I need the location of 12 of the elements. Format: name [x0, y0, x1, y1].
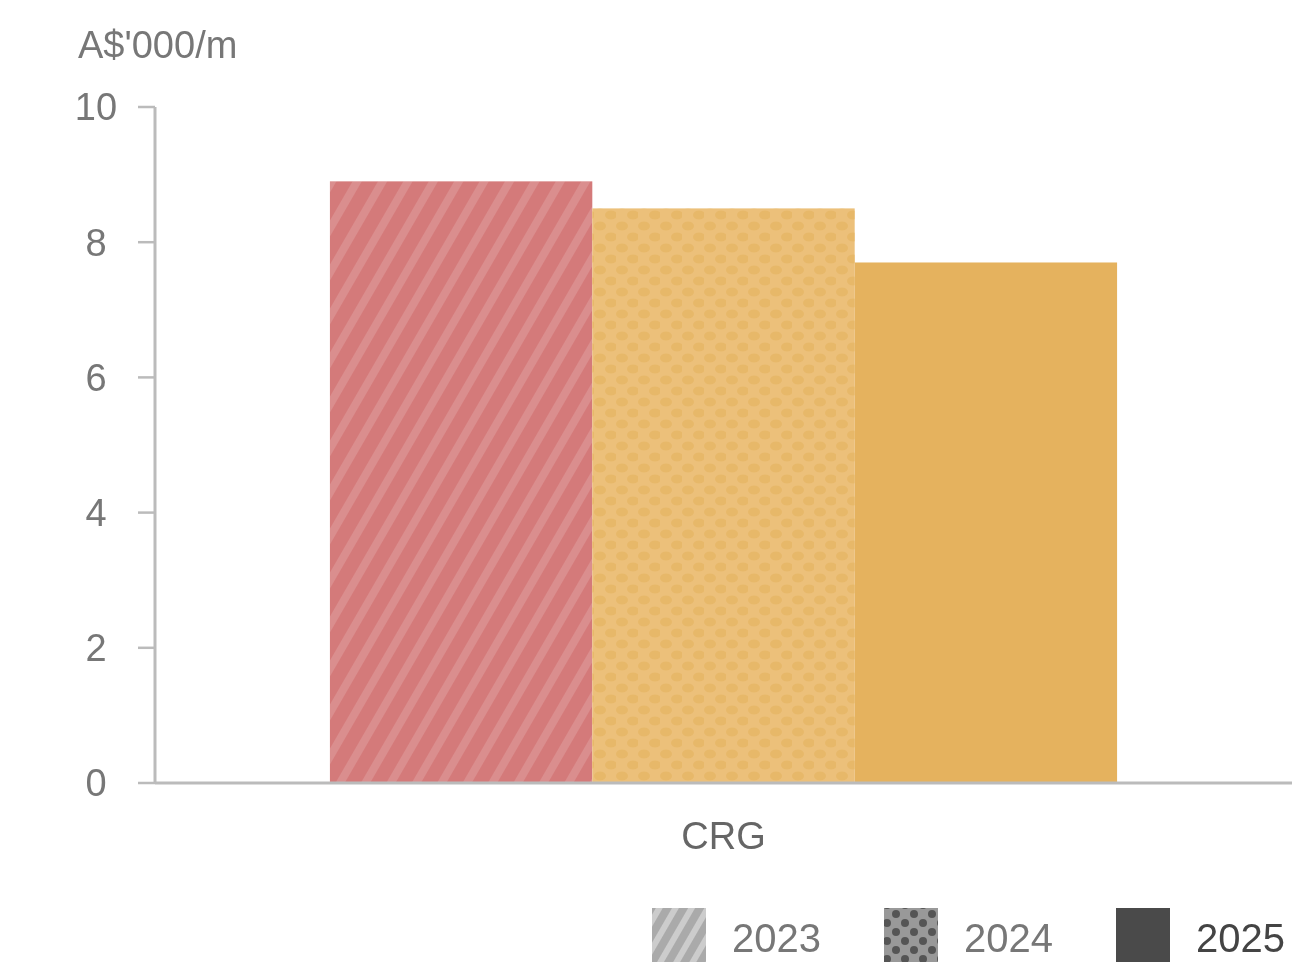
- bar: [854, 262, 1118, 783]
- x-tick-label: CRG: [681, 815, 766, 857]
- y-tick-label: 0: [85, 762, 107, 805]
- y-tick-label: 6: [85, 356, 107, 399]
- y-tick-label: 10: [74, 86, 118, 129]
- text: 2024: [964, 916, 1053, 960]
- y-tick-label: 2: [85, 627, 107, 670]
- y-tick-label: 4: [85, 491, 107, 534]
- y-axis-title: A$'000/m: [78, 24, 238, 66]
- text: 2025: [1196, 916, 1285, 960]
- text: 2023: [732, 916, 821, 960]
- y-tick-label: 8: [85, 221, 107, 264]
